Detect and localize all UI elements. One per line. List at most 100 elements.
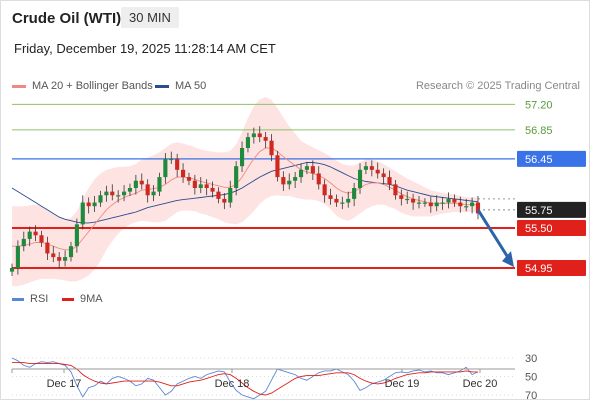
candle-body (145, 184, 150, 196)
legend-9ma: 9MA (62, 293, 103, 305)
candle-body (446, 198, 451, 203)
candle-body (363, 166, 368, 170)
timeframe-badge[interactable]: 30 MIN (121, 7, 179, 28)
candle-body (116, 195, 121, 197)
candle-body (328, 195, 333, 199)
level-label-55-50: 55.50 (525, 223, 553, 235)
legend-ma50-label: MA 50 (175, 80, 207, 92)
rsi-tick-50: 50 (525, 372, 537, 384)
candle-body (369, 166, 374, 170)
level-tag-55-50 (517, 220, 586, 236)
candle-body (210, 188, 215, 192)
rsi-line (11, 357, 479, 400)
ma20-line (12, 147, 478, 251)
candle-body (322, 184, 327, 196)
forecast-arrow-shaft (476, 209, 511, 260)
candle-body (21, 238, 26, 247)
legend-ma20-label: MA 20 + Bollinger Bands (32, 80, 153, 92)
candle-body (298, 169, 304, 178)
candle-body (458, 202, 463, 207)
candle-body (122, 191, 127, 196)
candle-body (139, 180, 144, 185)
candle-body (216, 191, 221, 199)
x-tick-label: Dec 17 (47, 378, 82, 390)
candle-body (68, 246, 74, 258)
candle-body (287, 180, 292, 185)
candle-body (186, 177, 192, 181)
level-label-56-85: 56.85 (525, 125, 553, 137)
candle-body (422, 202, 427, 204)
candle-body (222, 198, 227, 203)
legend-rsi: RSI (12, 293, 48, 305)
candle-body (375, 169, 380, 174)
x-tick-label: Dec 18 (215, 378, 250, 390)
candle-body (169, 158, 174, 161)
candle-body (27, 231, 32, 239)
candle-body (281, 177, 286, 185)
candle-body (393, 184, 398, 196)
candle-body (452, 198, 457, 203)
level-tag-55-75 (517, 201, 586, 218)
candle-body (470, 202, 475, 207)
candle-body (340, 202, 345, 204)
candle-body (92, 202, 97, 207)
candle-body (346, 198, 351, 203)
candle-body (63, 257, 68, 261)
candle-body (304, 166, 310, 170)
candle-body (204, 184, 209, 188)
ma50-swatch-icon (155, 84, 169, 88)
candle-body (263, 137, 268, 141)
bollinger-band (12, 97, 478, 287)
rsi-9ma-line (12, 362, 478, 396)
candle-body (98, 195, 103, 203)
level-label-56-45: 56.45 (525, 154, 553, 166)
level-label-55-75: 55.75 (525, 205, 553, 217)
candle-body (157, 177, 162, 192)
candle-body (251, 133, 256, 138)
legend-9ma-label: 9MA (80, 293, 103, 305)
candle-body (104, 191, 109, 196)
rsi-tick-30: 30 (525, 353, 537, 365)
candle-body (198, 184, 203, 188)
candle-body (15, 246, 20, 268)
level-tag-56-45 (517, 150, 586, 167)
candle-body (352, 188, 357, 199)
level-label-54-95: 54.95 (525, 263, 553, 275)
candle-body (464, 206, 469, 208)
candle-body (257, 133, 262, 138)
legend-ma50: MA 50 (155, 80, 206, 92)
candle-body (275, 155, 280, 178)
candle-body (9, 268, 15, 272)
candle-body (440, 202, 445, 204)
x-tick-label: Dec 20 (463, 378, 498, 390)
candle-body (387, 177, 392, 185)
candle-body (316, 173, 321, 185)
candle-body (163, 158, 168, 178)
legend-ma20: MA 20 + Bollinger Bands (12, 80, 153, 92)
legend-rsi-label: RSI (30, 293, 49, 305)
candle-body (428, 202, 433, 207)
forecast-arrow-icon (502, 251, 514, 268)
candle-body (86, 202, 91, 207)
level-label-57-20: 57.20 (525, 99, 553, 111)
instrument-title: Crude Oil (WTI) (12, 10, 122, 27)
candle-body (411, 198, 416, 203)
candle-body (293, 177, 298, 181)
candle-body (180, 169, 186, 178)
level-tag-54-95 (517, 260, 586, 276)
candle-body (334, 198, 339, 203)
candle-body (434, 202, 439, 207)
candle-body (39, 235, 44, 243)
candle-body (269, 140, 274, 156)
candle-body (110, 191, 115, 196)
candle-body (175, 158, 180, 170)
credit-label: Research © 2025 Trading Central (415, 80, 580, 92)
ma20-swatch-icon (12, 84, 26, 88)
candle-body (51, 253, 56, 258)
candle-body (239, 148, 245, 167)
candle-body (80, 202, 85, 225)
candle-body (416, 202, 422, 204)
candle-body (33, 231, 38, 236)
candle-body (245, 137, 251, 148)
